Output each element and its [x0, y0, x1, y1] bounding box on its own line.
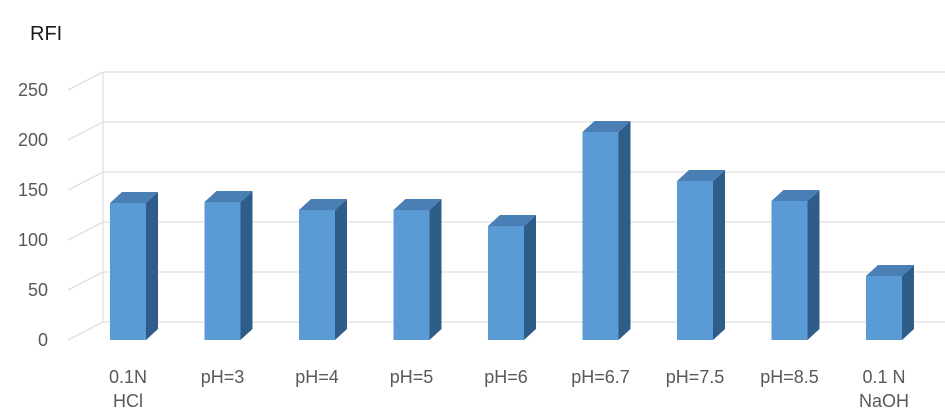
gridline-side-150: [67, 171, 104, 191]
bar-7: [771, 190, 820, 340]
category-label-0: 0.1N: [109, 367, 147, 387]
bar-front-1: [204, 202, 241, 340]
category-labels: 0.1N HCl pH=3 pH=4 pH=5 pH=6 pH=6.7 pH=7.5 pH=8.…: [109, 367, 909, 411]
category-label-8: 0.1 N: [862, 367, 905, 387]
bar-2: [299, 199, 347, 340]
bar-front-4: [488, 226, 524, 340]
bar-top-5: [582, 121, 631, 132]
bar-top-2: [299, 199, 347, 210]
bar-8: [866, 265, 914, 340]
bar-front-6: [677, 181, 713, 340]
category-label-5: pH=6.7: [571, 367, 630, 387]
category-label-1: pH=3: [201, 367, 245, 387]
bar-4: [488, 215, 536, 340]
bar-front-5: [582, 132, 619, 340]
bar-front-7: [771, 201, 808, 340]
bar-top-3: [393, 199, 442, 210]
gridline-side-250: [67, 71, 104, 91]
category-label-4: pH=6: [484, 367, 528, 387]
bar-side-3: [429, 199, 442, 340]
category-label-8-line2: NaOH: [859, 391, 909, 411]
y-tick-labels: 0 50 100 150 200 250: [18, 80, 48, 350]
bar-side-4: [524, 215, 536, 340]
bar-side-7: [807, 190, 820, 340]
bar-top-7: [771, 190, 820, 201]
category-label-3: pH=5: [390, 367, 434, 387]
bar-top-1: [204, 191, 253, 202]
y-axis-title: RFI: [30, 23, 62, 45]
y-tick-250: 250: [18, 80, 48, 100]
gridline-side-100: [67, 221, 104, 241]
bar-6: [677, 170, 725, 340]
bar-front-8: [866, 276, 902, 340]
gridline-side-0: [67, 321, 104, 341]
category-label-6: pH=7.5: [666, 367, 725, 387]
bar-top-8: [866, 265, 914, 276]
bar-0: [110, 192, 158, 340]
bar-side-1: [240, 191, 253, 340]
bar-3: [393, 199, 442, 340]
gridline-side-200: [67, 121, 104, 141]
y-tick-200: 200: [18, 130, 48, 150]
bar-front-0: [110, 203, 146, 340]
y-tick-100: 100: [18, 230, 48, 250]
bar-top-4: [488, 215, 536, 226]
bar-front-3: [393, 210, 430, 340]
bar-1: [204, 191, 253, 340]
y-tick-150: 150: [18, 180, 48, 200]
bar-side-8: [902, 265, 914, 340]
bar-front-2: [299, 210, 335, 340]
bar-side-0: [146, 192, 158, 340]
gridline-side-50: [67, 271, 104, 291]
category-label-0-line2: HCl: [113, 391, 143, 411]
bar-side-2: [335, 199, 347, 340]
category-label-7: pH=8.5: [760, 367, 819, 387]
bar-5: [582, 121, 631, 340]
bar-side-5: [618, 121, 631, 340]
bars: [110, 121, 914, 340]
bar-top-0: [110, 192, 158, 203]
category-label-2: pH=4: [295, 367, 339, 387]
bar-side-6: [713, 170, 725, 340]
y-tick-50: 50: [28, 280, 48, 300]
bar-top-6: [677, 170, 725, 181]
y-tick-0: 0: [38, 330, 48, 350]
